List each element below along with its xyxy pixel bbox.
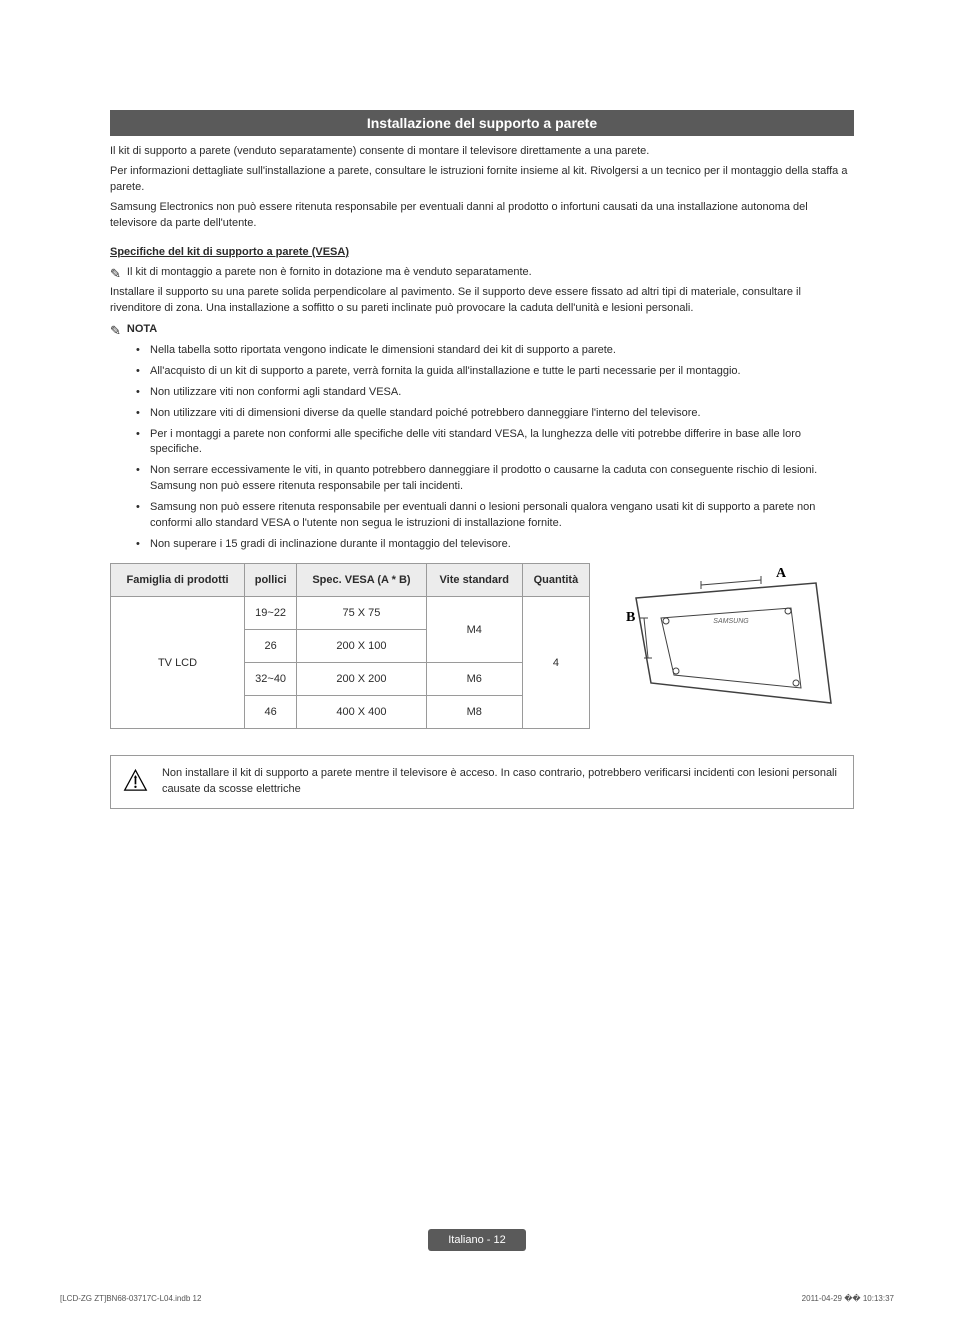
cell-vesa: 200 X 200 (297, 663, 427, 696)
th-vite: Vite standard (426, 564, 522, 597)
th-quantita: Quantità (522, 564, 589, 597)
sub-heading: Specifiche del kit di supporto a parete … (110, 246, 854, 258)
intro-p3: Samsung Electronics non può essere riten… (110, 200, 854, 232)
list-item: Nella tabella sotto riportata vengono in… (150, 343, 854, 359)
cell-vite: M4 (426, 597, 522, 663)
list-item: Non utilizzare viti non conformi agli st… (150, 385, 854, 401)
note-icon: ✎ (110, 266, 121, 282)
paragraph-after-note: Installare il supporto su una parete sol… (110, 285, 854, 317)
intro-p1: Il kit di supporto a parete (venduto sep… (110, 144, 854, 160)
bullet-list: Nella tabella sotto riportata vengono in… (110, 343, 854, 553)
note-icon: ✎ (110, 323, 121, 339)
note-text: Il kit di montaggio a parete non è forni… (127, 266, 532, 278)
th-pollici: pollici (245, 564, 297, 597)
cell-pollici: 46 (245, 696, 297, 729)
cell-vite: M8 (426, 696, 522, 729)
th-vesa: Spec. VESA (A * B) (297, 564, 427, 597)
tv-mount-diagram: SAMSUNG A B (606, 563, 836, 713)
section-header: Installazione del supporto a parete (110, 110, 854, 136)
cell-vite: M6 (426, 663, 522, 696)
vesa-table: Famiglia di prodotti pollici Spec. VESA … (110, 563, 590, 729)
warning-icon (123, 766, 148, 796)
cell-vesa: 75 X 75 (297, 597, 427, 630)
cell-quantita: 4 (522, 597, 589, 729)
warning-box: Non installare il kit di supporto a pare… (110, 755, 854, 809)
svg-text:B: B (626, 610, 635, 625)
list-item: Non serrare eccessivamente le viti, in q… (150, 463, 854, 495)
page-number: Italiano - 12 (428, 1229, 525, 1251)
note-line: ✎ Il kit di montaggio a parete non è for… (110, 266, 854, 282)
footer-meta: [LCD-ZG ZT]BN68-03717C-L04.indb 12 2011-… (60, 1294, 894, 1303)
th-family: Famiglia di prodotti (111, 564, 245, 597)
cell-vesa: 200 X 100 (297, 630, 427, 663)
svg-text:A: A (776, 566, 787, 581)
cell-pollici: 19~22 (245, 597, 297, 630)
cell-family: TV LCD (111, 597, 245, 729)
nota-line: ✎ NOTA (110, 323, 854, 339)
list-item: Per i montaggi a parete non conformi all… (150, 427, 854, 459)
list-item: Samsung non può essere ritenuta responsa… (150, 500, 854, 532)
cell-pollici: 26 (245, 630, 297, 663)
page-footer: Italiano - 12 (0, 1229, 954, 1251)
warning-text: Non installare il kit di supporto a pare… (162, 766, 841, 798)
cell-pollici: 32~40 (245, 663, 297, 696)
nota-label: NOTA (127, 323, 157, 335)
intro-p2: Per informazioni dettagliate sull'instal… (110, 164, 854, 196)
list-item: Non utilizzare viti di dimensioni divers… (150, 406, 854, 422)
cell-vesa: 400 X 400 (297, 696, 427, 729)
footer-meta-right: 2011-04-29 �� 10:13:37 (802, 1294, 894, 1303)
svg-text:SAMSUNG: SAMSUNG (713, 618, 749, 625)
list-item: Non superare i 15 gradi di inclinazione … (150, 537, 854, 553)
footer-meta-left: [LCD-ZG ZT]BN68-03717C-L04.indb 12 (60, 1294, 201, 1303)
list-item: All'acquisto di un kit di supporto a par… (150, 364, 854, 380)
